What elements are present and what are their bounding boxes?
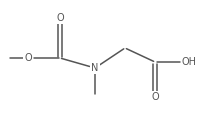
Text: O: O <box>56 13 64 23</box>
Text: N: N <box>91 63 99 73</box>
Text: O: O <box>151 92 159 102</box>
Text: OH: OH <box>182 57 197 67</box>
Text: O: O <box>24 53 32 63</box>
